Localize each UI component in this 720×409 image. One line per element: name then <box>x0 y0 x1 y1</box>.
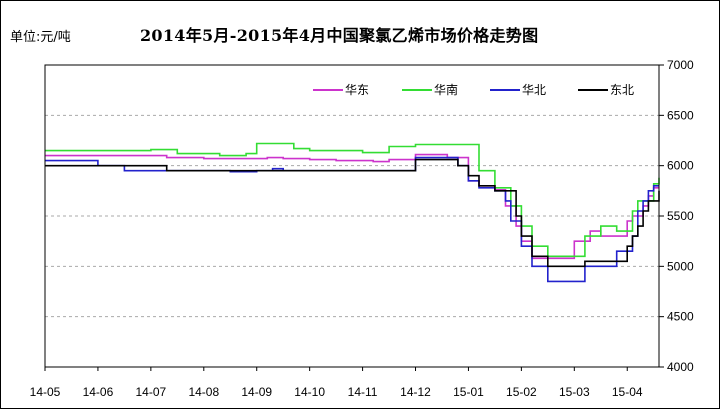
legend: 华东 华南 华北 东北 <box>313 82 634 97</box>
series-lines <box>45 142 660 283</box>
unit-label: 单位:元/吨 <box>10 30 71 45</box>
y-tick-label: 5500 <box>667 209 694 223</box>
y-tick-label: 4500 <box>667 310 694 324</box>
series-line <box>45 158 660 268</box>
legend-label: 华东 <box>345 83 369 97</box>
x-tick-label: 14-06 <box>83 385 114 399</box>
legend-label: 东北 <box>610 83 634 97</box>
x-tick-label: 14-10 <box>294 385 325 399</box>
x-tick-labels: 14-05 14-06 14-07 14-08 14-09 14-10 14-11 14-12… <box>30 367 643 399</box>
series-line <box>45 156 659 283</box>
y-tick-label: 6000 <box>667 159 694 173</box>
series-line <box>45 142 660 258</box>
x-tick-label: 14-11 <box>348 385 378 399</box>
y-tick-labels: 4000 4500 5000 5500 6000 6500 7000 <box>659 58 694 374</box>
y-tick-label: 6500 <box>667 108 694 122</box>
x-tick-label: 14-05 <box>30 385 61 399</box>
x-tick-label: 15-03 <box>559 385 590 399</box>
x-tick-label: 14-12 <box>400 385 431 399</box>
x-tick-label: 14-07 <box>136 385 167 399</box>
x-tick-label: 14-09 <box>241 385 272 399</box>
y-tick-label: 4000 <box>667 360 694 374</box>
gridlines <box>45 114 659 318</box>
y-tick-label: 7000 <box>667 58 694 72</box>
x-tick-label: 14-08 <box>188 385 219 399</box>
x-tick-label: 15-01 <box>453 385 484 399</box>
legend-label: 华北 <box>522 83 546 97</box>
chart-title: 2014年5月-2015年4月中国聚氯乙烯市场价格走势图 <box>140 26 539 45</box>
legend-label: 华南 <box>434 82 458 97</box>
x-tick-label: 15-02 <box>506 385 537 399</box>
x-tick-label: 15-04 <box>612 385 643 399</box>
y-tick-label: 5000 <box>667 259 694 273</box>
